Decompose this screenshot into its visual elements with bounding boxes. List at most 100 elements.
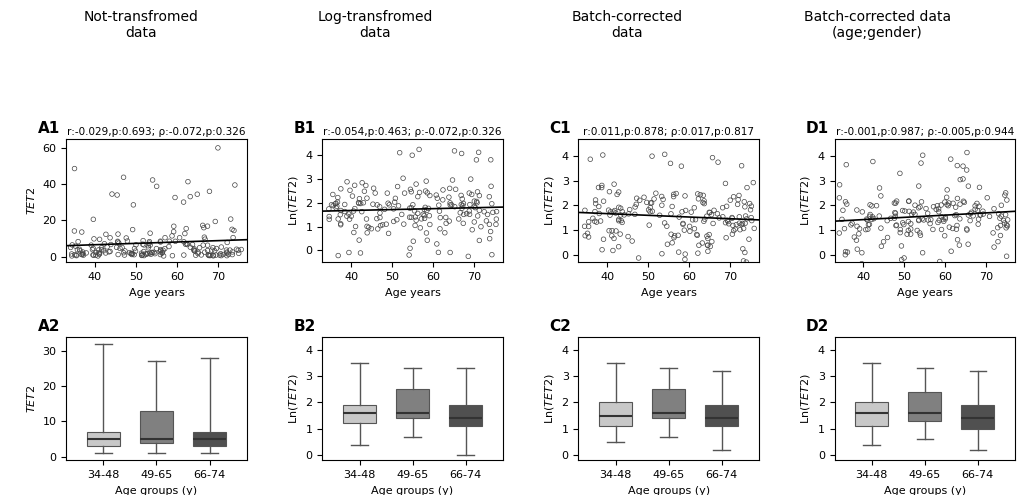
Point [741,199,757,207]
Point [144,248,160,256]
Point [454,201,471,209]
Point [363,225,379,233]
Point [83,241,99,249]
Point [63,252,79,260]
Point [164,252,180,260]
Point [674,208,690,216]
Point [155,252,171,260]
Point [991,232,1008,240]
Point [610,243,627,250]
Point [736,248,752,256]
Point [98,249,114,257]
Point [735,257,751,265]
Point [199,241,215,249]
Point [190,248,206,256]
Point [199,222,215,230]
Point [351,236,367,244]
Point [690,195,706,203]
Point [143,250,159,258]
Point [700,231,716,239]
Point [593,182,609,190]
Point [738,258,754,266]
Point [893,242,909,250]
Point [900,207,916,215]
Point [725,193,741,200]
Point [725,227,741,235]
Point [488,207,504,215]
Point [473,223,489,231]
Point [837,251,853,259]
Point [727,225,743,233]
Point [692,191,708,198]
Point [142,229,158,237]
Point [114,244,130,251]
Point [467,204,483,212]
Point [734,219,750,227]
Text: C1: C1 [549,121,571,136]
Point [642,203,658,211]
Point [861,212,877,220]
Point [603,232,620,240]
Point [729,200,745,208]
Point [721,196,738,204]
Point [431,225,447,233]
Point [152,248,168,256]
Point [330,251,346,259]
Point [381,201,397,209]
Point [870,184,887,192]
Point [900,198,916,205]
Point [605,180,622,188]
Point [109,191,125,199]
Y-axis label: Ln($\it{TET2}$): Ln($\it{TET2}$) [542,373,555,424]
Point [394,174,411,182]
Point [892,226,908,234]
Point [929,218,946,226]
Text: B2: B2 [293,319,316,334]
Point [368,215,384,223]
Point [461,210,477,218]
Point [704,153,720,161]
Point [995,216,1011,224]
Text: D1: D1 [805,121,828,136]
Point [848,206,864,214]
Point [689,249,705,257]
Point [219,239,235,247]
Point [482,182,498,190]
Point [936,213,953,221]
Point [676,226,692,234]
Point [171,234,187,242]
Point [600,188,616,196]
Point [731,219,747,227]
Point [369,201,385,209]
Point [141,238,157,246]
Point [68,251,85,259]
Point [830,181,847,189]
Point [453,195,470,203]
Point [196,233,212,241]
Point [416,205,432,213]
Point [961,217,977,225]
Point [653,201,669,209]
Point [970,183,986,191]
Point [210,144,226,152]
Point [859,225,875,233]
Point [734,245,750,253]
Point [708,210,725,218]
Point [929,208,946,216]
Point [969,220,985,228]
Point [345,207,362,215]
Point [141,239,157,247]
Point [677,192,693,200]
Point [66,165,83,173]
Point [469,198,485,206]
Point [152,250,168,258]
Point [149,182,165,190]
Point [703,211,719,219]
Point [701,243,717,250]
Point [612,217,629,225]
Point [451,209,468,217]
Point [471,206,487,214]
Point [887,222,903,230]
Point [586,207,602,215]
Point [610,215,627,223]
